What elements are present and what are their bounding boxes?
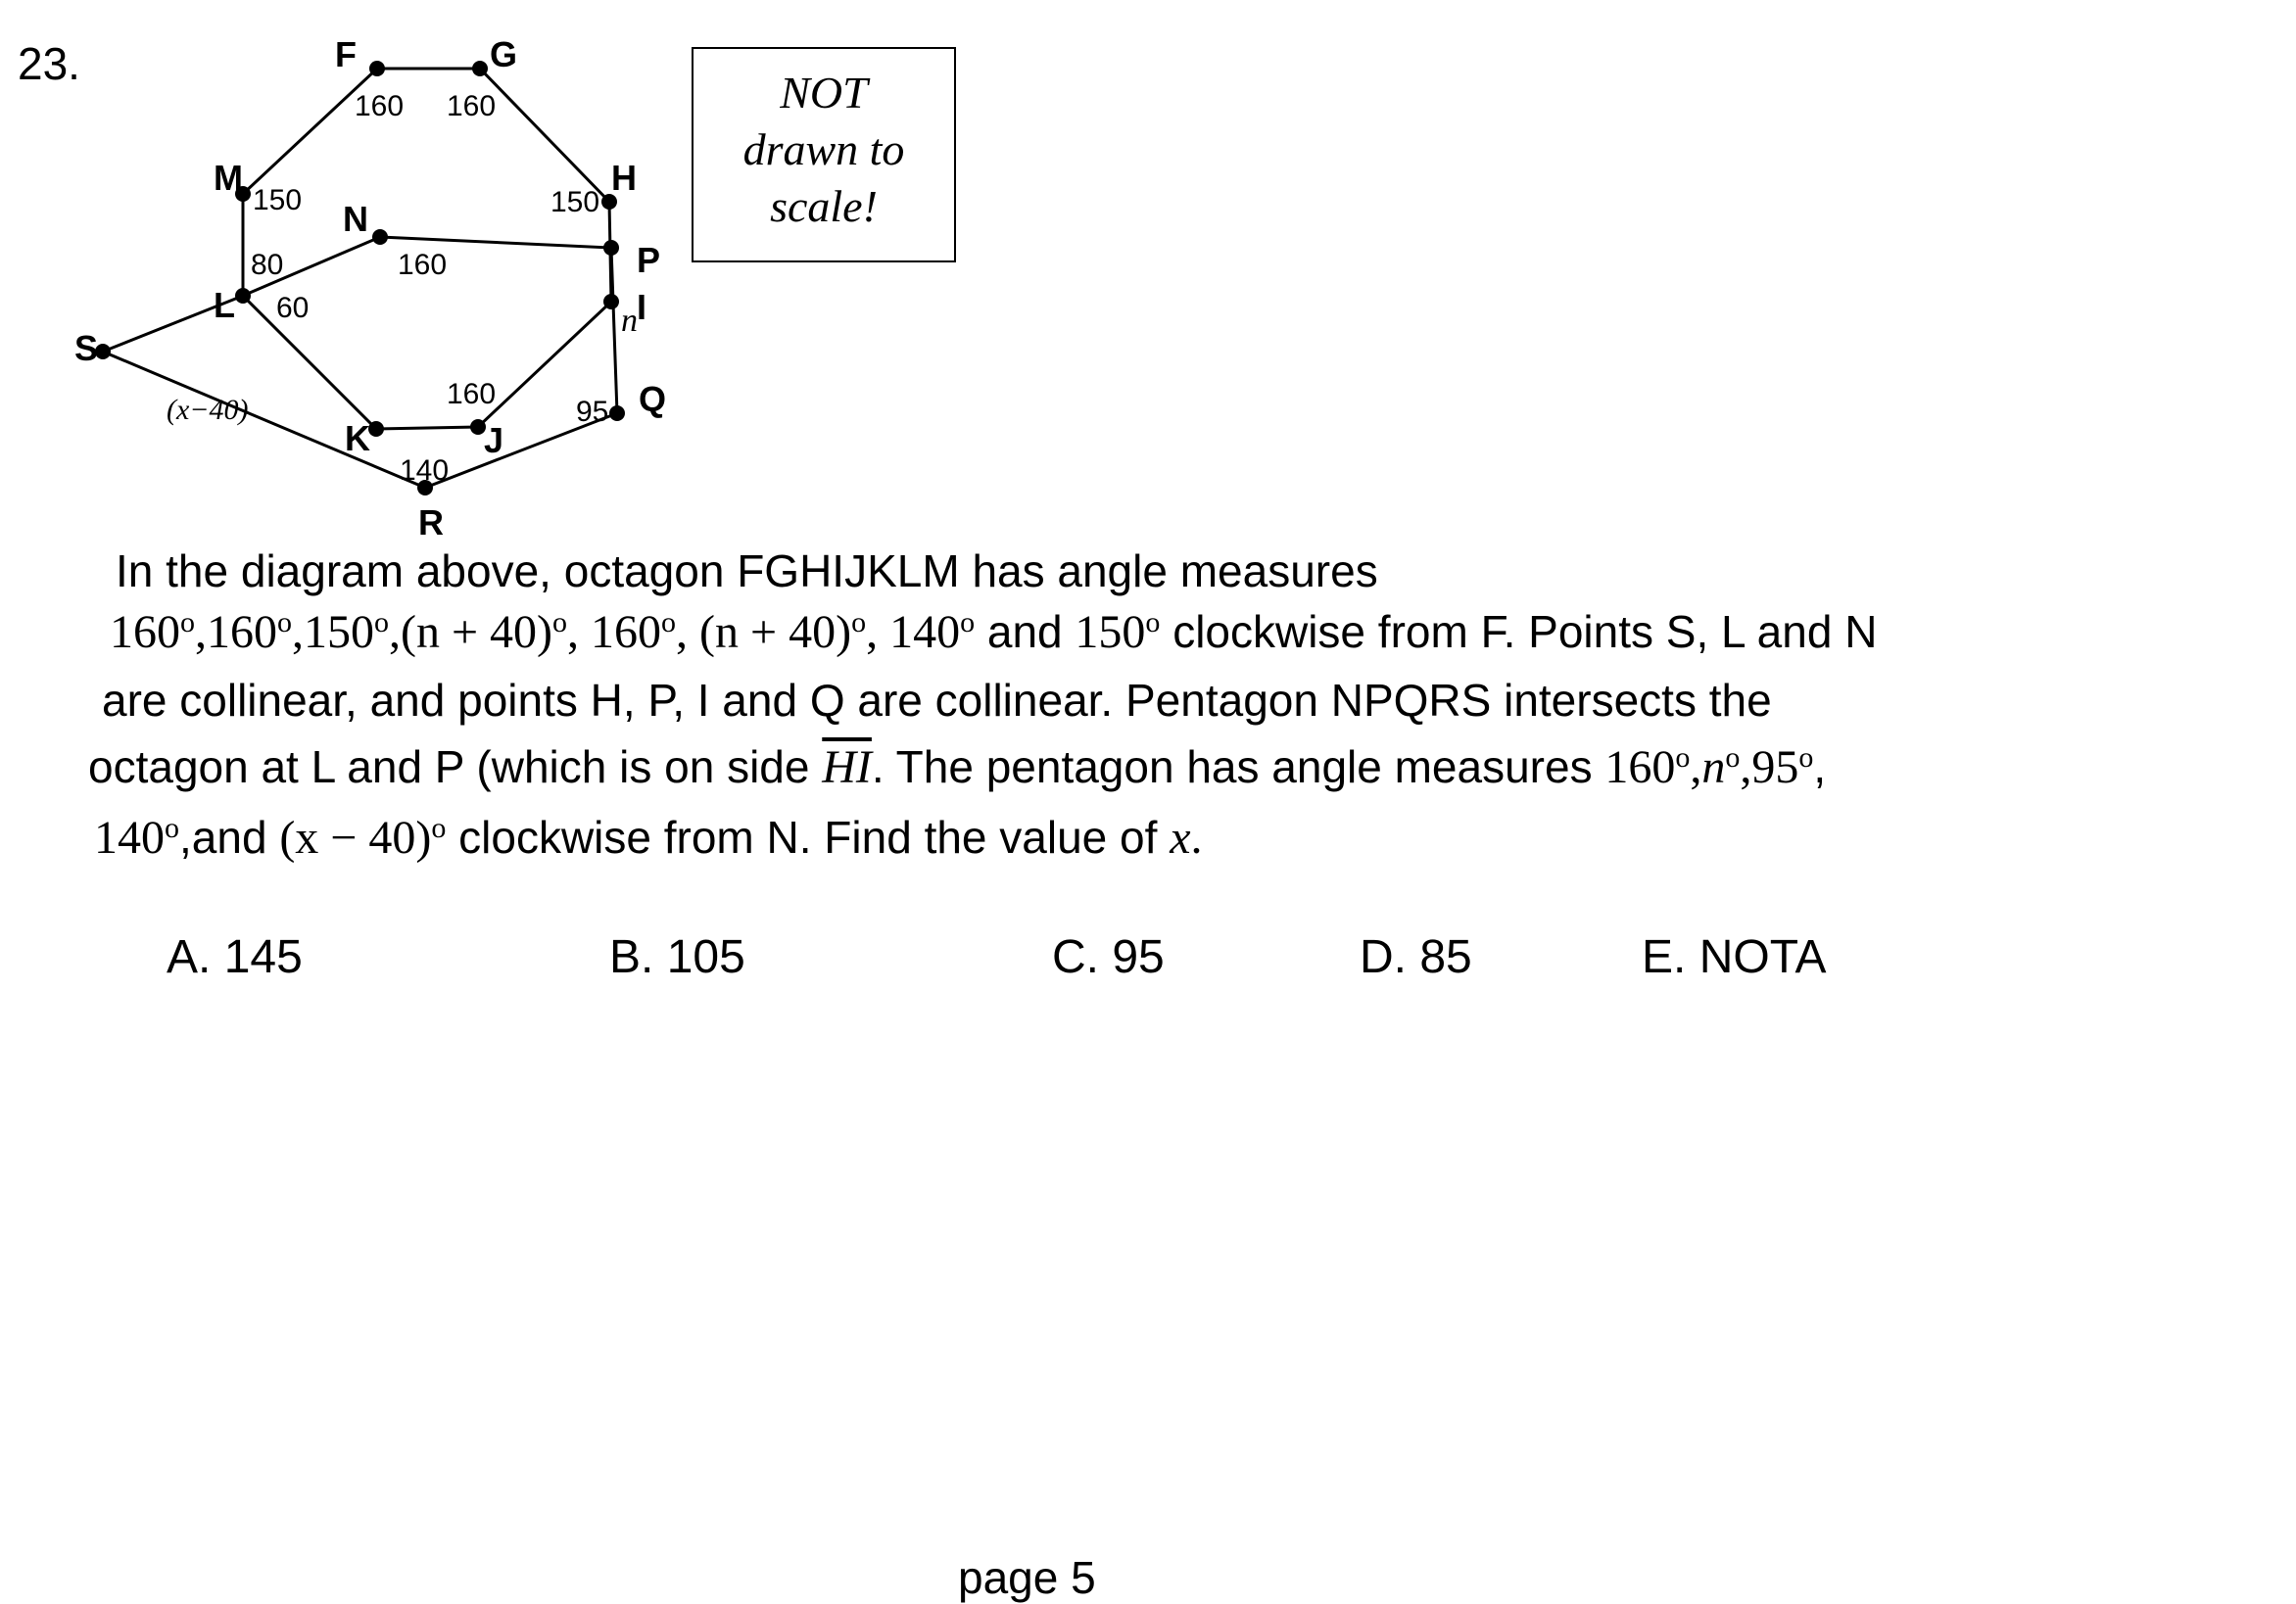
label-R: R xyxy=(418,502,444,543)
angle-N: 160 xyxy=(398,249,447,281)
segment-HI: HI xyxy=(822,741,872,793)
vertex-L xyxy=(235,288,251,304)
label-P: P xyxy=(637,240,660,280)
vertex-I xyxy=(603,294,619,309)
choice-b[interactable]: B. 105 xyxy=(609,931,745,983)
question-line-2: 160o,160o,150o,(n + 40)o, 160o, (n + 40)… xyxy=(110,606,1878,658)
angle-I: n xyxy=(621,303,638,339)
choice-e[interactable]: E. NOTA xyxy=(1642,931,1827,983)
label-Q: Q xyxy=(639,379,666,419)
angle-M: 150 xyxy=(253,184,302,216)
angle-J: 160 xyxy=(447,378,496,410)
label-K: K xyxy=(345,418,370,458)
angle-S: (x−40) xyxy=(167,394,249,426)
label-J: J xyxy=(484,420,503,460)
vertex-R xyxy=(417,480,433,495)
choice-d[interactable]: D. 85 xyxy=(1360,931,1472,983)
label-M: M xyxy=(214,158,243,198)
question-line-4: octagon at L and P (which is on side HI.… xyxy=(88,741,1827,793)
angle-L-side: 60 xyxy=(276,292,309,324)
vertex-K xyxy=(368,421,384,437)
question-line-3: are collinear, and points H, P, I and Q … xyxy=(102,675,1772,726)
angle-labels: 160 160 150 150 80 60 160 160 95 140 n (… xyxy=(167,90,638,487)
page-number: page 5 xyxy=(958,1552,1096,1603)
angle-R: 140 xyxy=(400,454,449,487)
note-line-3: scale! xyxy=(770,181,878,231)
note-line-2: drawn to xyxy=(742,124,905,174)
vertex-M xyxy=(235,186,251,202)
label-N: N xyxy=(343,199,368,239)
vertex-labels: F G H P I Q J K R S L M N xyxy=(74,34,666,543)
note-line-1: NOT xyxy=(780,68,868,118)
choice-a[interactable]: A. 145 xyxy=(167,931,303,983)
vertex-dots xyxy=(95,61,625,495)
angle-G: 160 xyxy=(447,90,496,122)
choice-c[interactable]: C. 95 xyxy=(1052,931,1165,983)
vertex-P xyxy=(603,240,619,256)
label-L: L xyxy=(214,285,235,325)
vertex-J xyxy=(470,419,486,435)
vertex-H xyxy=(601,194,617,210)
vertex-Q xyxy=(609,405,625,421)
angle-L-top: 80 xyxy=(251,249,283,281)
geometry-diagram: F G H P I Q J K R S L M N 160 160 150 15… xyxy=(74,34,666,543)
label-S: S xyxy=(74,328,98,368)
label-I: I xyxy=(637,287,646,327)
question-number: 23. xyxy=(18,38,80,89)
not-to-scale-note: NOT drawn to scale! xyxy=(692,47,956,262)
angle-Q: 95 xyxy=(576,396,608,428)
angle-F: 160 xyxy=(355,90,404,122)
angle-H: 150 xyxy=(550,186,599,218)
vertex-F xyxy=(369,61,385,76)
label-F: F xyxy=(335,34,357,74)
label-H: H xyxy=(611,158,637,198)
vertex-S xyxy=(95,344,111,359)
label-G: G xyxy=(490,34,517,74)
question-line-5: 140o,and (x − 40)o clockwise from N. Fin… xyxy=(94,812,1203,864)
vertex-G xyxy=(472,61,488,76)
vertex-N xyxy=(372,229,388,245)
question-line-1: In the diagram above, octagon FGHIJKLM h… xyxy=(116,545,1378,596)
